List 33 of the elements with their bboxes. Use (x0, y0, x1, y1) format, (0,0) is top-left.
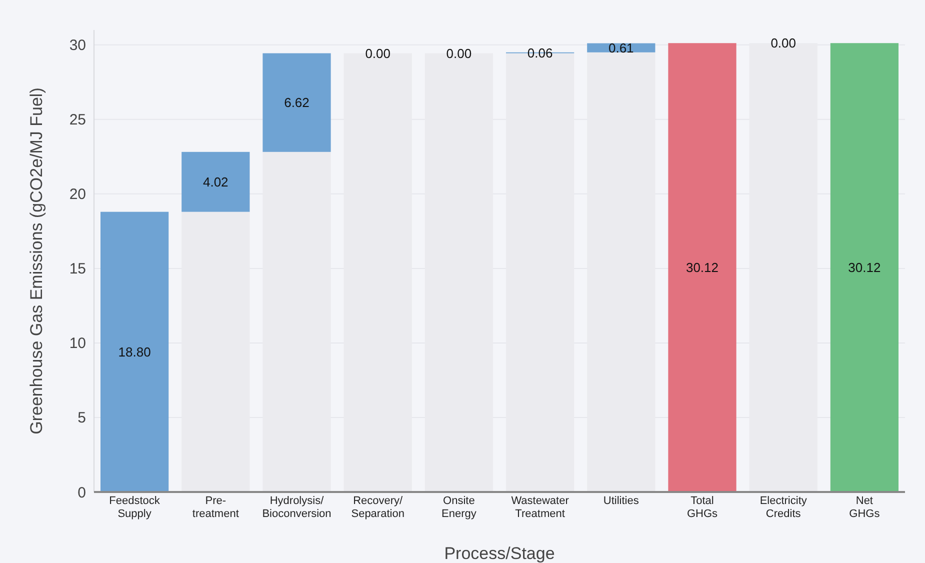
x-tick-label: Net GHGs (849, 495, 880, 520)
y-tick-label: 10 (69, 335, 86, 352)
x-tick-label: Utilities (603, 495, 640, 507)
bar (830, 43, 899, 492)
x-tick-label: Onsite Energy (442, 495, 477, 520)
x-tick-label: Feedstock Supply (109, 495, 160, 520)
data-label: 0.00 (446, 46, 472, 61)
bar (668, 43, 736, 492)
y-tick-label: 0 (78, 484, 86, 502)
x-axis-title: Process/Stage (444, 544, 555, 563)
x-tick-label: Electricity Credits (760, 495, 808, 520)
data-label: 0.00 (770, 36, 796, 51)
x-tick-label: Pre- treatment (192, 495, 239, 520)
x-tick-label: Wastewater Treatment (511, 495, 570, 520)
y-tick-label: 20 (69, 186, 86, 204)
bar (182, 152, 250, 212)
data-label: 4.02 (202, 174, 228, 190)
y-tick-label: 30 (69, 37, 86, 54)
data-label: 0.00 (365, 46, 391, 61)
y-axis-title: Greenhouse Gas Emissions (gCO2e/MJ Fuel) (27, 88, 46, 434)
data-label: 18.80 (118, 344, 151, 360)
y-tick-label: 5 (78, 410, 86, 427)
y-tick-label: 15 (69, 260, 86, 278)
x-tick-label: Recovery/ Separation (351, 495, 404, 520)
x-tick-label: Total GHGs (686, 495, 718, 520)
y-tick-label: 25 (69, 112, 86, 129)
bar (262, 53, 331, 152)
data-label: 6.62 (284, 95, 310, 110)
bar (100, 212, 169, 492)
x-tick-label: Hydrolysis/ Bioconversion (262, 495, 332, 520)
data-label: 30.12 (848, 260, 881, 276)
data-label: 30.12 (686, 260, 719, 276)
data-label: 0.61 (608, 40, 634, 56)
